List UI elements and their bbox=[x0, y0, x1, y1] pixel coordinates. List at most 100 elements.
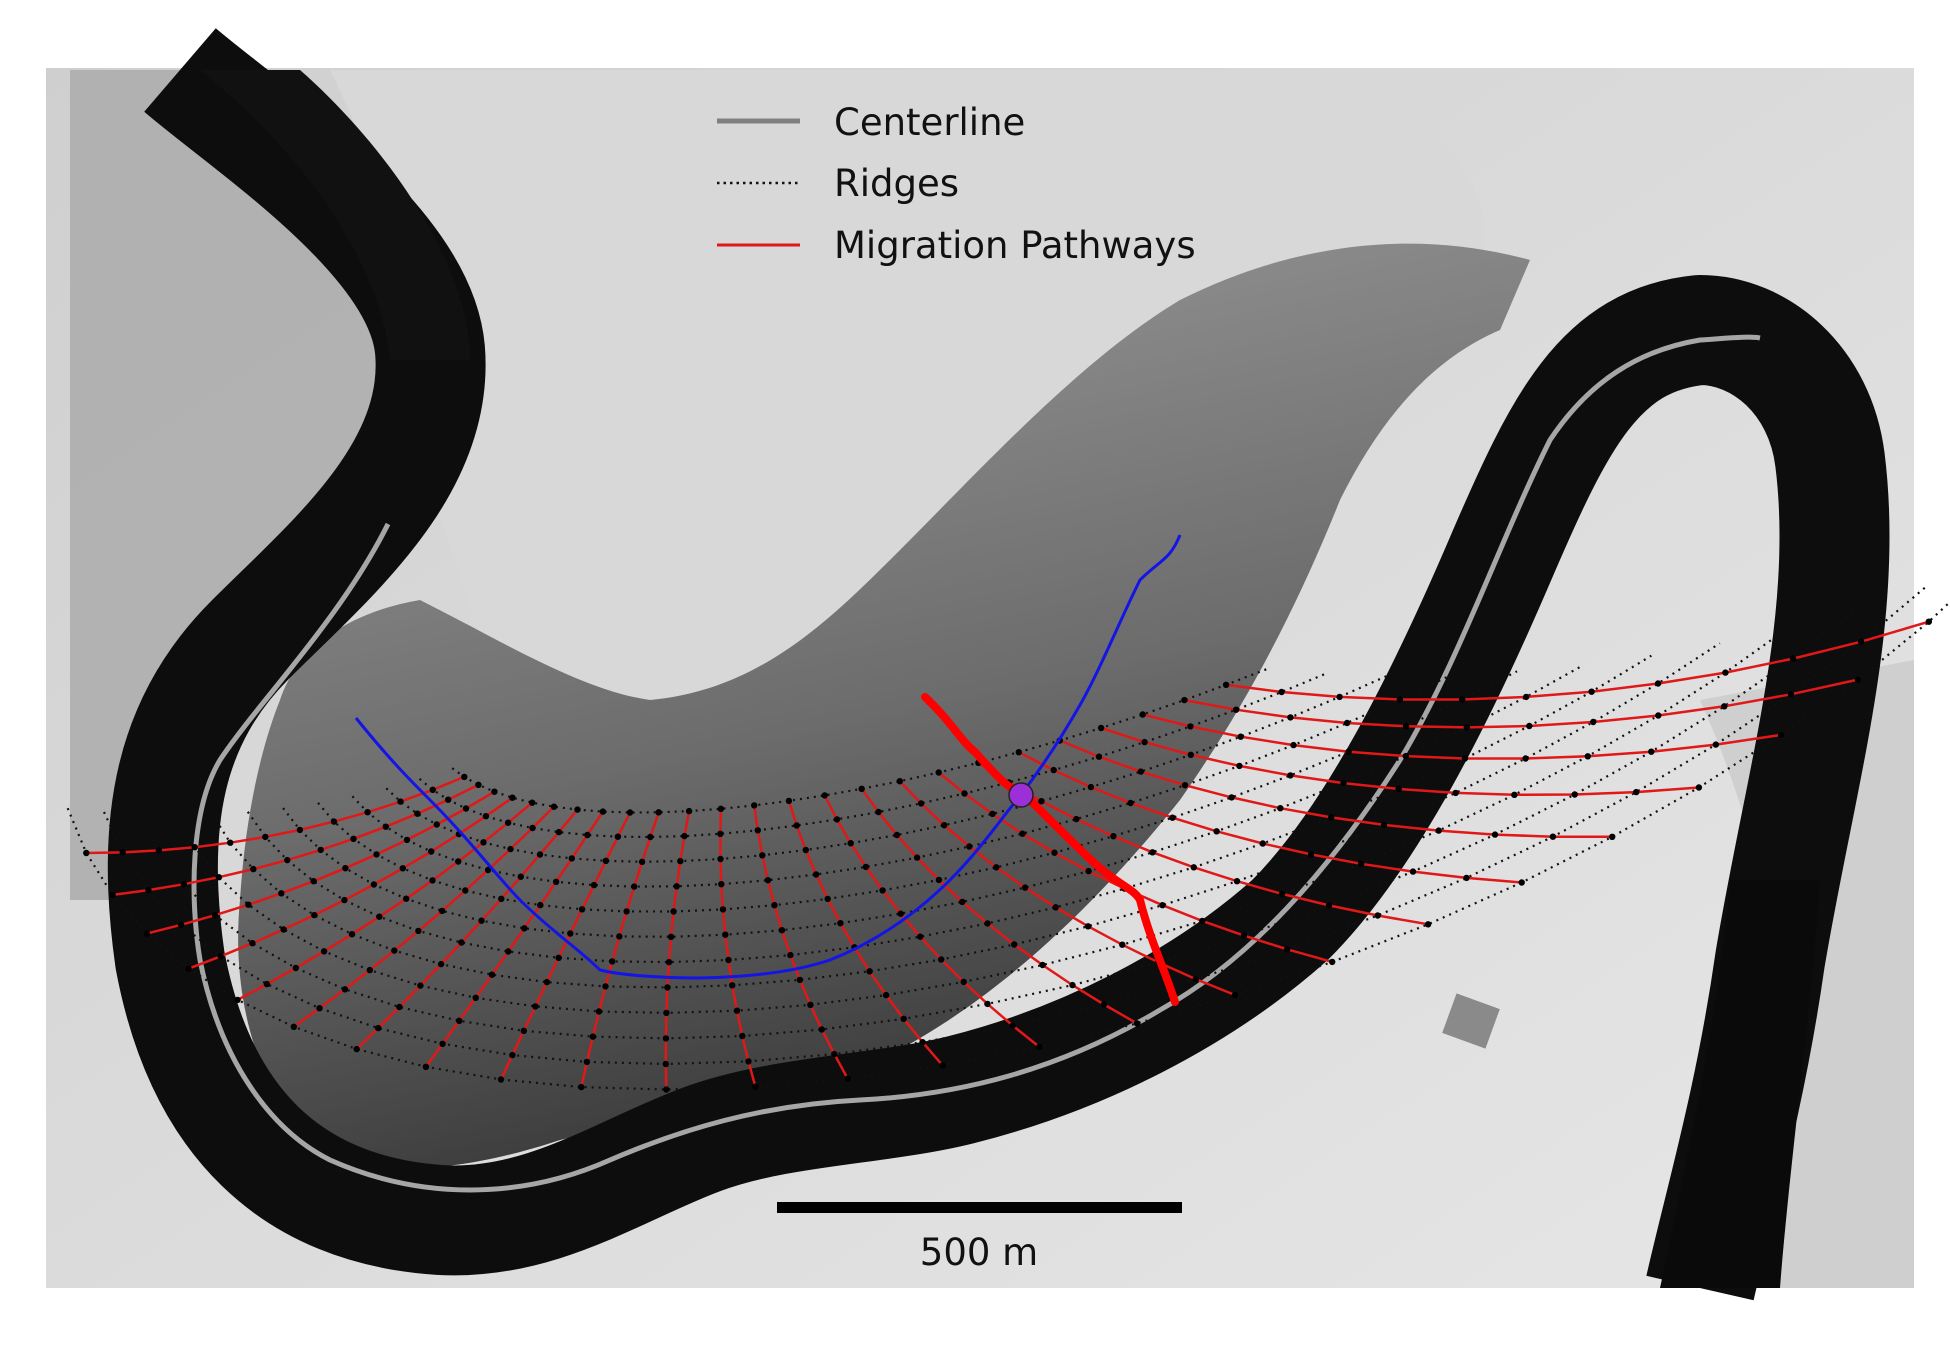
ridge-line bbox=[139, 608, 1859, 1040]
ridge-node bbox=[578, 1083, 585, 1091]
migration-pathway bbox=[1100, 726, 1699, 797]
migration-pathway bbox=[580, 811, 660, 1088]
ridge-node bbox=[1141, 738, 1148, 746]
ridge-node bbox=[796, 976, 804, 984]
ridge-node bbox=[1237, 733, 1244, 740]
ridge-node bbox=[537, 901, 544, 909]
ridge-node bbox=[341, 986, 349, 993]
ridge-node bbox=[480, 839, 487, 846]
ridge-node bbox=[429, 877, 436, 884]
ridge-node bbox=[919, 1039, 926, 1046]
ridge-node bbox=[1511, 791, 1518, 798]
ridge-node bbox=[935, 769, 942, 776]
migration-pathway bbox=[112, 783, 479, 897]
ridge-node bbox=[1127, 799, 1134, 807]
ridge-node bbox=[567, 930, 574, 937]
ridge-node bbox=[584, 831, 591, 839]
ridge-node bbox=[917, 800, 925, 807]
ridge-node bbox=[475, 781, 482, 788]
ridge-node bbox=[1240, 932, 1248, 939]
ridge-node bbox=[191, 844, 198, 851]
ridge-node bbox=[1787, 691, 1795, 698]
ridge-node bbox=[1222, 681, 1230, 688]
ridge-node bbox=[1655, 712, 1662, 719]
ridge-node bbox=[939, 1062, 946, 1069]
ridge-node bbox=[938, 956, 945, 963]
ridge-node bbox=[550, 803, 558, 810]
ridge-node bbox=[1009, 1022, 1016, 1029]
ridge-node bbox=[1307, 851, 1315, 858]
ridge-node bbox=[751, 802, 758, 809]
ridge-node bbox=[802, 846, 809, 854]
ridge-node bbox=[1396, 696, 1404, 703]
ridge-node bbox=[1380, 821, 1388, 829]
ridge-node bbox=[1137, 768, 1145, 775]
ridge-node bbox=[935, 876, 943, 884]
migration-pathway bbox=[355, 808, 579, 1050]
ridge-node bbox=[993, 864, 1000, 871]
ridge-node bbox=[330, 818, 338, 825]
ridge-node bbox=[754, 827, 761, 834]
ridge-node bbox=[521, 925, 528, 932]
ridge-node bbox=[866, 968, 873, 975]
ridge-node bbox=[1038, 798, 1045, 805]
ridge-node bbox=[143, 930, 150, 937]
ridge-line bbox=[351, 673, 1453, 888]
ridge-node bbox=[1584, 753, 1592, 760]
ridge-node bbox=[673, 883, 680, 890]
scale-bar: 500 m bbox=[777, 1202, 1182, 1274]
ridge-node bbox=[1857, 638, 1865, 645]
ridge-node bbox=[83, 849, 90, 857]
ridge-node bbox=[655, 809, 662, 816]
ridge-node bbox=[626, 809, 634, 816]
ridge-node bbox=[616, 933, 623, 940]
ridge-node bbox=[445, 796, 452, 803]
ridge-node bbox=[745, 1058, 752, 1065]
ridge-node bbox=[677, 857, 684, 865]
ridge-node bbox=[717, 855, 724, 863]
ridge-node bbox=[1192, 975, 1200, 983]
ridge-node bbox=[317, 846, 324, 854]
ridge-node bbox=[609, 958, 616, 965]
ridge-node bbox=[1345, 748, 1352, 755]
ridge-line bbox=[451, 667, 1268, 814]
ridge-node bbox=[1648, 748, 1655, 755]
ridge-node bbox=[1050, 766, 1057, 774]
ridge-node bbox=[1290, 741, 1297, 749]
ridge-node bbox=[844, 1075, 851, 1082]
ridge-node bbox=[310, 878, 317, 885]
ridge-node bbox=[403, 836, 411, 844]
ridge-node bbox=[437, 960, 445, 968]
ridge-node bbox=[670, 908, 677, 915]
ridge-node bbox=[1357, 860, 1365, 867]
ridge-node bbox=[733, 1007, 741, 1014]
ridge-node bbox=[1459, 696, 1466, 703]
ridge-node bbox=[399, 865, 406, 872]
ridge-node bbox=[290, 1023, 297, 1030]
ridge-node bbox=[989, 810, 996, 818]
ridge-node bbox=[350, 835, 357, 842]
ridge-node bbox=[342, 865, 349, 872]
ridge-node bbox=[879, 887, 886, 894]
ridge-node bbox=[665, 958, 673, 966]
migration-pathway bbox=[188, 796, 514, 970]
ridge-node bbox=[215, 874, 222, 881]
ridge-node bbox=[462, 887, 469, 894]
ridge-node bbox=[455, 858, 462, 865]
ridge-node bbox=[543, 978, 551, 986]
ridge-node bbox=[504, 819, 512, 826]
ridge-node bbox=[647, 833, 654, 841]
ridge-node bbox=[862, 863, 870, 871]
ridge-node bbox=[280, 926, 287, 933]
ridge-node bbox=[722, 931, 729, 938]
ridge-node bbox=[1325, 902, 1333, 909]
ridge-node bbox=[396, 1003, 403, 1011]
ridge-node bbox=[718, 881, 725, 888]
ridge-node bbox=[482, 813, 490, 820]
ridge-node bbox=[875, 808, 882, 816]
ridge-node bbox=[917, 933, 924, 940]
ridge-node bbox=[725, 956, 732, 964]
ridge-node bbox=[1463, 874, 1470, 882]
ridge-node bbox=[488, 971, 496, 978]
ridge-node bbox=[858, 785, 865, 792]
